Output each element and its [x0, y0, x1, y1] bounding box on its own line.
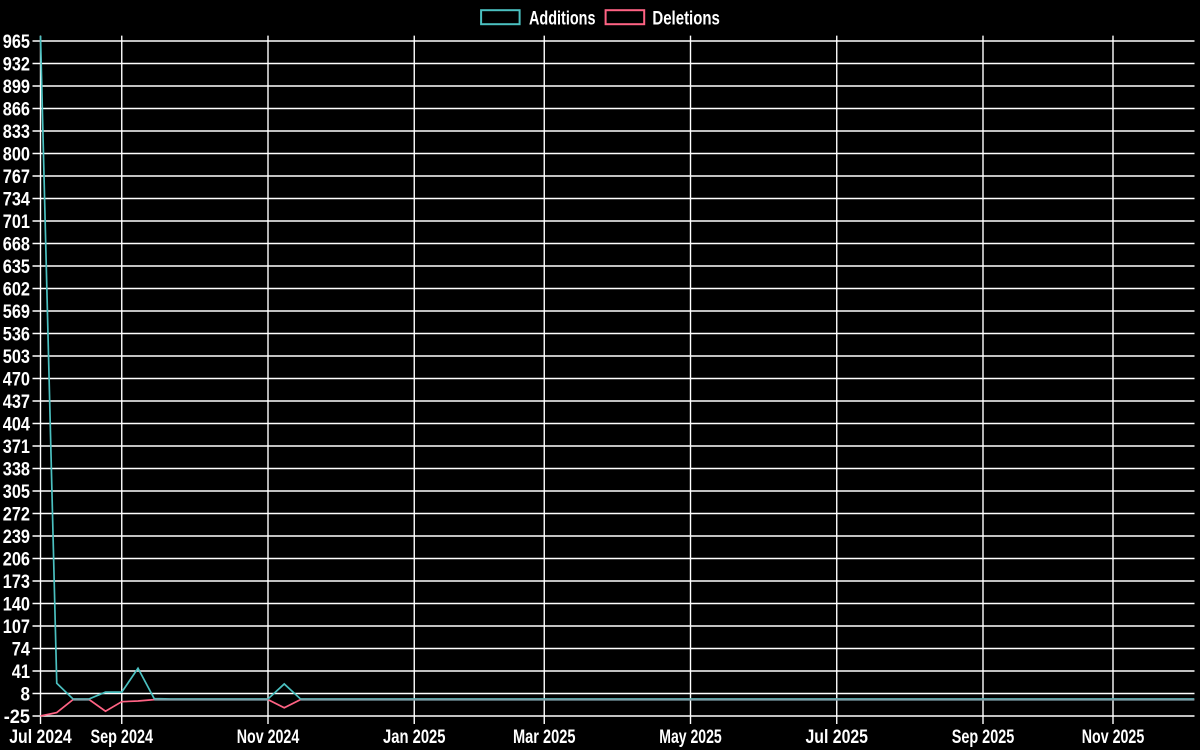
svg-text:41: 41 — [12, 661, 30, 683]
svg-text:-25: -25 — [4, 706, 30, 728]
svg-text:635: 635 — [3, 256, 30, 278]
svg-text:536: 536 — [3, 323, 30, 345]
svg-text:965: 965 — [3, 31, 30, 53]
svg-text:Nov 2025: Nov 2025 — [1082, 726, 1145, 748]
svg-text:Sep 2024: Sep 2024 — [91, 726, 154, 748]
svg-text:Mar 2025: Mar 2025 — [513, 726, 576, 748]
svg-text:173: 173 — [3, 571, 30, 593]
svg-text:Jul 2025: Jul 2025 — [806, 726, 869, 748]
svg-text:74: 74 — [12, 638, 30, 660]
svg-text:140: 140 — [3, 593, 30, 615]
svg-text:767: 767 — [3, 166, 30, 188]
svg-text:470: 470 — [3, 368, 30, 390]
svg-text:305: 305 — [3, 481, 30, 503]
svg-text:371: 371 — [3, 436, 30, 458]
svg-text:899: 899 — [3, 76, 30, 98]
svg-text:239: 239 — [3, 526, 30, 548]
svg-text:Jul 2024: Jul 2024 — [9, 726, 72, 748]
svg-text:8: 8 — [21, 683, 31, 705]
svg-text:734: 734 — [3, 188, 30, 210]
svg-text:Deletions: Deletions — [652, 7, 720, 29]
svg-text:569: 569 — [3, 301, 30, 323]
svg-text:206: 206 — [3, 548, 30, 570]
svg-text:107: 107 — [3, 616, 30, 638]
svg-text:Additions: Additions — [529, 7, 596, 29]
svg-text:May 2025: May 2025 — [659, 726, 722, 748]
svg-text:668: 668 — [3, 233, 30, 255]
svg-text:833: 833 — [3, 121, 30, 143]
svg-text:Sep 2025: Sep 2025 — [952, 726, 1015, 748]
svg-text:272: 272 — [3, 503, 30, 525]
svg-text:Nov 2024: Nov 2024 — [237, 726, 300, 748]
svg-text:602: 602 — [3, 278, 30, 300]
svg-text:Jan 2025: Jan 2025 — [383, 726, 446, 748]
svg-text:503: 503 — [3, 346, 30, 368]
svg-text:932: 932 — [3, 53, 30, 75]
svg-text:437: 437 — [3, 391, 30, 413]
svg-text:866: 866 — [3, 98, 30, 120]
svg-text:800: 800 — [3, 143, 30, 165]
svg-text:404: 404 — [3, 413, 30, 435]
svg-text:701: 701 — [3, 211, 30, 233]
svg-text:338: 338 — [3, 458, 30, 480]
